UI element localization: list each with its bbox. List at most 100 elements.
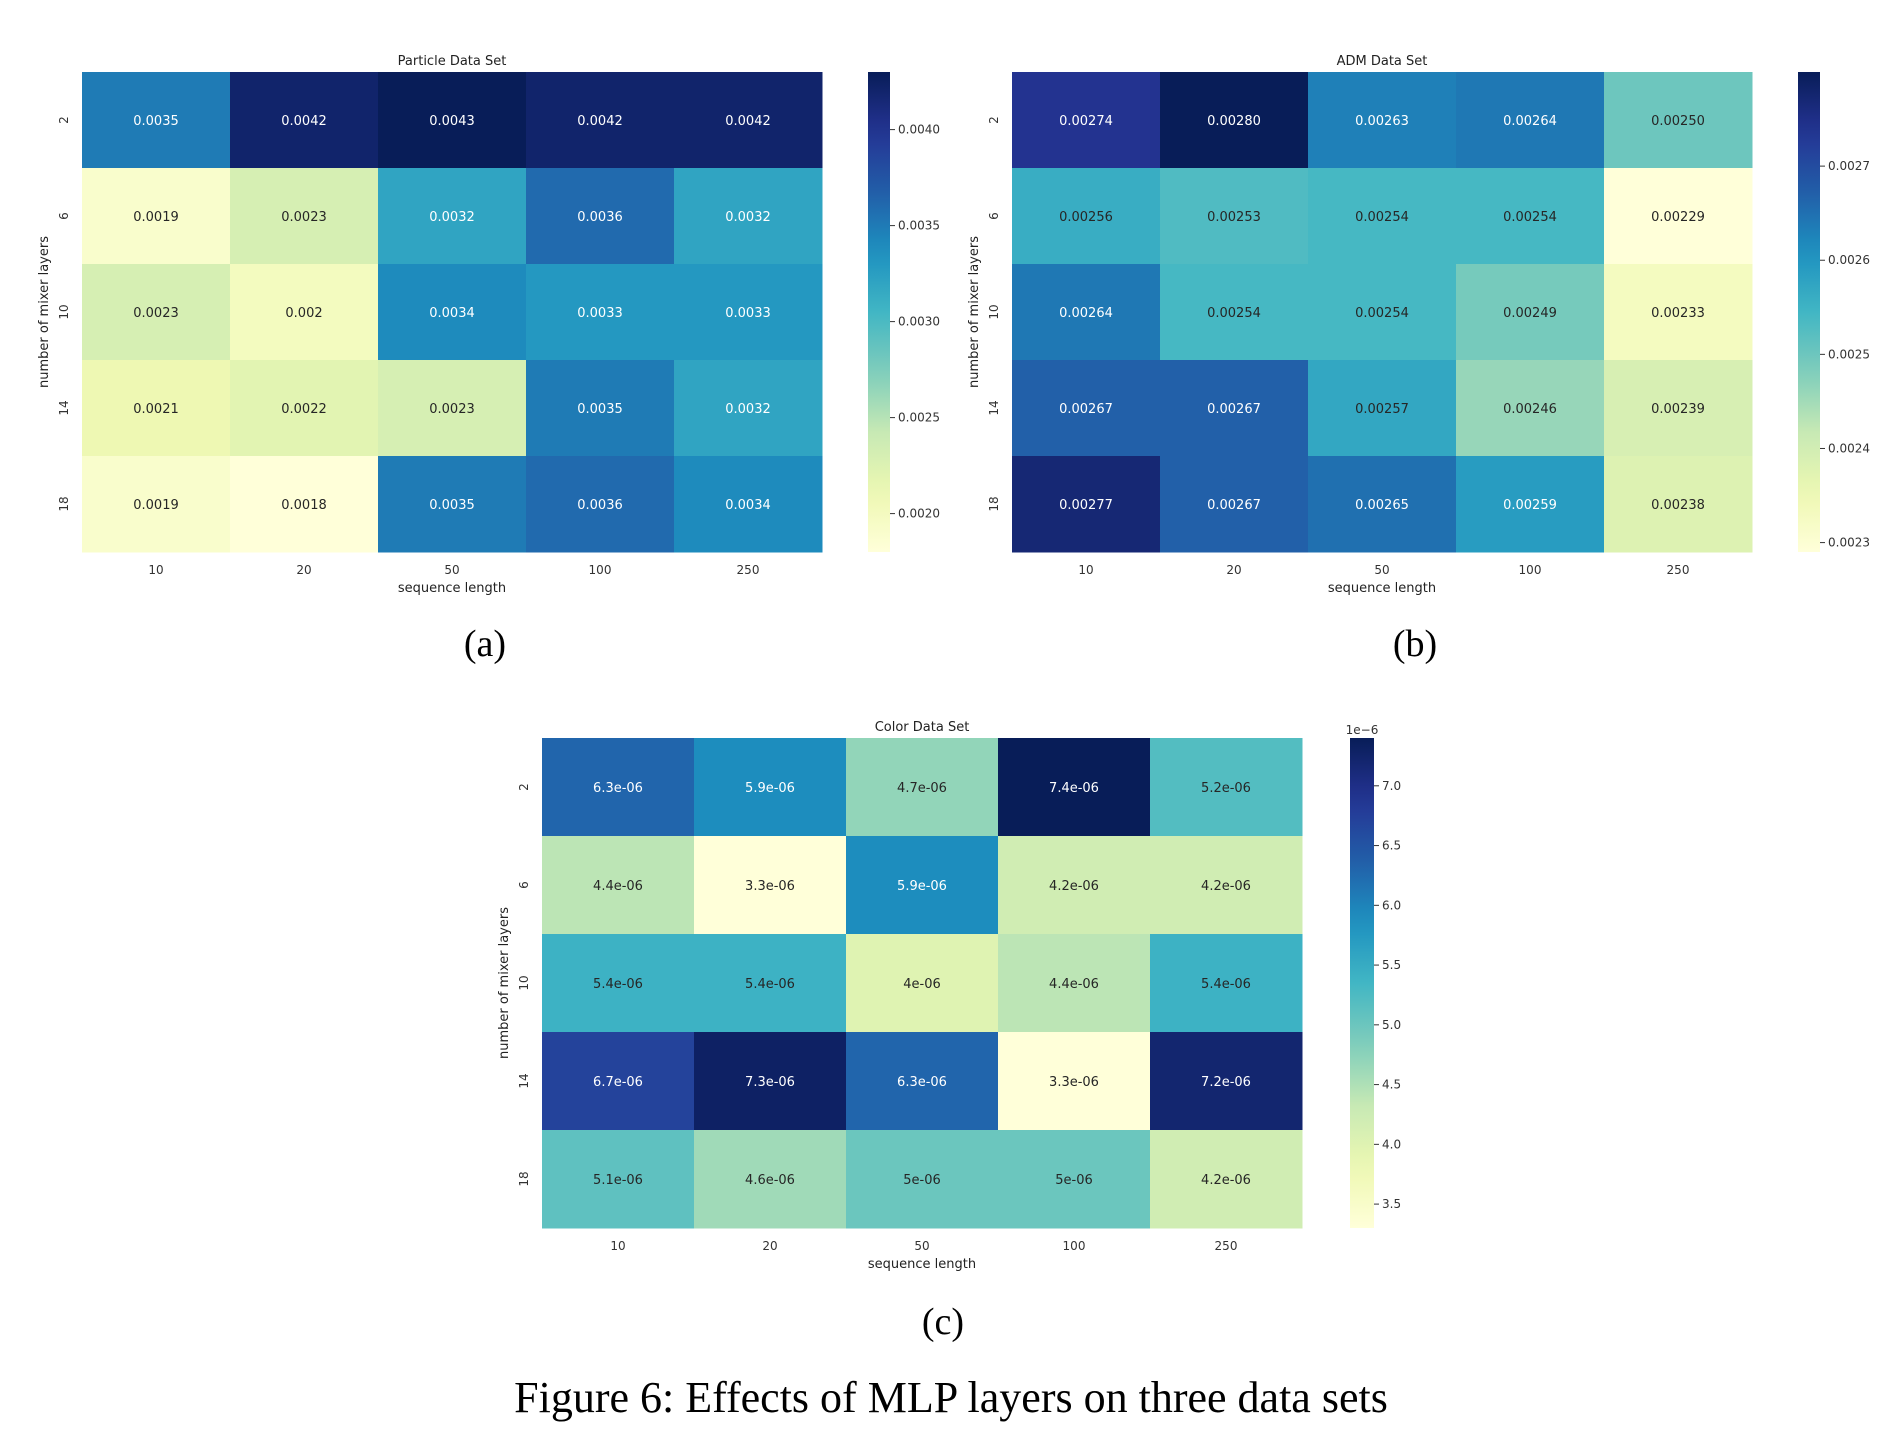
x-tick-label: 10 [1078,563,1093,577]
cell-value-label: 0.0036 [577,498,623,513]
heatmap-cell [1012,360,1161,457]
cell-value-label: 5.4e-06 [1201,977,1251,992]
cell-value-label: 7.3e-06 [745,1075,795,1090]
heatmap-cell [1150,1032,1303,1131]
cell-value-label: 0.002 [285,306,322,321]
cell-value-label: 0.00257 [1355,402,1409,417]
x-axis-label: sequence length [868,1257,976,1272]
x-tick-label: 100 [1519,563,1542,577]
cell-value-label: 6.3e-06 [593,781,643,796]
heatmap-cell [998,1130,1151,1229]
heatmap-cell [378,168,527,265]
heatmap-cell [1456,168,1605,265]
cell-value-label: 0.0043 [429,114,475,129]
cell-value-label: 0.00277 [1059,498,1113,513]
heatmap-cell [1012,264,1161,361]
y-tick-label: 18 [987,496,1001,511]
colorbar-tick-label: 0.0027 [1828,159,1870,173]
heatmap-cell [230,72,379,169]
y-tick-label: 14 [57,400,71,415]
y-tick-label: 6 [57,212,71,220]
heatmap-cell [230,264,379,361]
heatmap-cell [674,168,823,265]
colorbar-tick-label: 0.0024 [1828,441,1870,455]
cell-value-label: 4.7e-06 [897,781,947,796]
y-tick-label: 2 [517,783,531,791]
heatmap-cell [230,168,379,265]
x-tick-label: 50 [914,1239,929,1253]
cell-value-label: 4.4e-06 [593,879,643,894]
colorbar-offset-label: 1e−6 [1346,723,1379,737]
cell-value-label: 5.9e-06 [897,879,947,894]
heatmap-cell [998,934,1151,1033]
y-tick-label: 18 [57,496,71,511]
colorbar-tick-label: 5.0 [1382,1018,1401,1032]
colorbar-tick-label: 5.5 [1382,958,1401,972]
cell-value-label: 0.0032 [725,402,771,417]
y-tick-label: 6 [987,212,1001,220]
y-axis-label: number of mixer layers [967,236,982,388]
heatmap-cell [542,1032,695,1131]
subfigure-label: (a) [464,623,506,665]
heatmap-cell [694,738,847,837]
cell-value-label: 0.0022 [281,402,327,417]
heatmap-cell [1604,264,1753,361]
heatmap-cell [1150,934,1303,1033]
cell-value-label: 0.0018 [281,498,327,513]
heatmap-cell [1012,456,1161,553]
x-tick-label: 50 [444,563,459,577]
heatmap-cell [542,934,695,1033]
heatmap-cell [1456,456,1605,553]
cell-value-label: 0.00264 [1059,306,1113,321]
colorbar-tick-label: 0.0030 [898,315,940,329]
cell-value-label: 0.00263 [1355,114,1409,129]
heatmap-cell [1456,264,1605,361]
y-axis-label: number of mixer layers [37,236,52,388]
cell-value-label: 4.6e-06 [745,1173,795,1188]
heatmap-cell [1160,456,1309,553]
cell-value-label: 0.00254 [1503,210,1557,225]
cell-value-label: 5.9e-06 [745,781,795,796]
cell-value-label: 5e-06 [1055,1173,1093,1188]
cell-value-label: 0.00265 [1355,498,1409,513]
cell-value-label: 5e-06 [903,1173,941,1188]
cell-value-label: 0.0042 [725,114,771,129]
colorbar-tick-label: 0.0025 [1828,347,1870,361]
cell-value-label: 7.4e-06 [1049,781,1099,796]
heatmap-cell [378,360,527,457]
subfigure-label: (c) [922,1301,964,1343]
heatmap-cell [1012,72,1161,169]
heatmap-cell [542,738,695,837]
subfigure-label: (b) [1393,623,1437,665]
heatmap-cell [542,836,695,935]
y-tick-label: 2 [987,116,1001,124]
chart-title: Particle Data Set [398,54,507,69]
heatmap-cell [674,264,823,361]
colorbar-tick-label: 0.0025 [898,411,940,425]
cell-value-label: 0.00233 [1651,306,1705,321]
heatmap-cell [1308,72,1457,169]
cell-value-label: 0.00280 [1207,114,1261,129]
colorbar-tick-label: 3.5 [1382,1197,1401,1211]
heatmap-cell [694,1032,847,1131]
x-tick-label: 250 [1667,563,1690,577]
y-tick-label: 10 [987,304,1001,319]
x-tick-label: 100 [589,563,612,577]
heatmap-2: 0.00274 0.00280 0.00263 0.00264 0.00250 0.002… [967,54,1870,665]
heatmap-cell [1012,168,1161,265]
cell-value-label: 0.0034 [725,498,771,513]
colorbar-tick-label: 7.0 [1382,779,1401,793]
x-axis-label: sequence length [1328,581,1436,596]
cell-value-label: 0.0035 [133,114,179,129]
cell-value-label: 0.00238 [1651,498,1705,513]
x-tick-label: 10 [148,563,163,577]
y-tick-label: 14 [987,400,1001,415]
heatmap-cell [846,1032,999,1131]
heatmap-cell [1160,264,1309,361]
cell-value-label: 4.2e-06 [1049,879,1099,894]
cell-value-label: 0.0019 [133,498,179,513]
heatmap-cell [1604,168,1753,265]
cell-value-label: 3.3e-06 [1049,1075,1099,1090]
cell-value-label: 0.00254 [1355,306,1409,321]
heatmap-cell [526,168,675,265]
